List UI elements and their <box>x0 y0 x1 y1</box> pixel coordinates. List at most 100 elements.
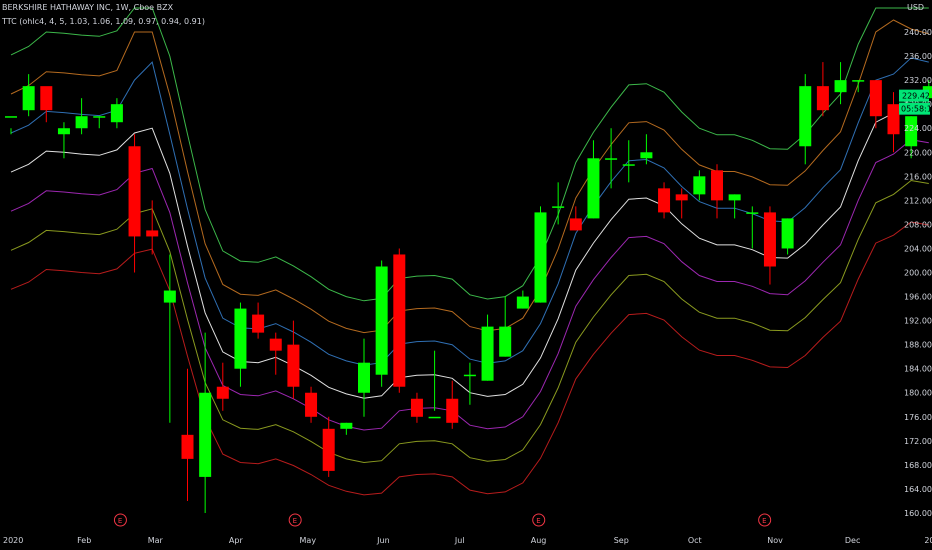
candle-body <box>499 326 512 357</box>
candle-body <box>552 206 565 208</box>
candle-body <box>428 416 441 419</box>
candle-body <box>534 212 547 303</box>
price-tick-label: 188.00 <box>904 341 932 350</box>
earnings-marker-label: E <box>293 517 297 525</box>
candle-body <box>622 164 635 166</box>
candle-body <box>393 254 406 387</box>
price-tick-label: 168.00 <box>904 461 932 470</box>
earnings-marker-icon <box>532 513 546 527</box>
candle-body <box>869 80 882 117</box>
candle-body <box>93 116 106 118</box>
earnings-marker-icon <box>288 513 302 527</box>
price-tick-label: 172.00 <box>904 437 932 446</box>
candle-body <box>569 218 582 231</box>
price-tick-label: 180.00 <box>904 389 932 398</box>
candle-body <box>693 176 706 195</box>
candle-body <box>375 266 388 375</box>
price-tick-label: 200.00 <box>904 269 932 278</box>
band-line-1 <box>10 19 929 334</box>
candle-body <box>340 422 353 429</box>
candle-body <box>252 314 265 333</box>
price-tick-label: 232.00 <box>904 76 932 85</box>
price-tick-label: 192.00 <box>904 317 932 326</box>
time-tick-label: Jun <box>376 536 390 545</box>
candle-body <box>322 428 335 471</box>
candle-body <box>711 170 723 201</box>
price-axis[interactable]: 160.00 164.00 168.00 172.00 176.00 180.00 184.… <box>904 3 932 518</box>
candle-body <box>658 188 671 213</box>
candle-body <box>287 344 300 387</box>
price-tick-label: 224.00 <box>904 124 932 133</box>
candle-body <box>269 338 282 351</box>
candle-body <box>305 392 318 417</box>
price-tick-label: 176.00 <box>904 413 932 422</box>
price-tick-label: 216.00 <box>904 172 932 181</box>
time-axis[interactable]: 2020 Feb Mar Apr May Jun Jul Aug Sep Oct Nov Dec 202… <box>3 536 932 545</box>
candle-body <box>834 80 847 93</box>
currency-label: USD <box>907 3 924 12</box>
price-tick-label: 208.00 <box>904 220 932 229</box>
time-tick-label: Mar <box>148 536 164 545</box>
candle-body <box>640 152 653 159</box>
candle-body <box>887 104 900 135</box>
indicator-title[interactable]: TTC (ohlc4, 4, 5, 1.03, 1.06, 1.09, 0.97… <box>2 17 205 26</box>
price-tick-label: 160.00 <box>904 509 932 518</box>
candle-body <box>163 290 176 303</box>
candle-body <box>181 434 194 459</box>
last-price-label: 229.42 <box>902 92 930 101</box>
time-tick-label: 2021 <box>924 536 932 545</box>
band-line-4 <box>10 139 929 431</box>
candle-body <box>516 296 529 309</box>
candle-body <box>852 80 865 82</box>
earnings-marker-icon <box>113 513 127 527</box>
time-tick-label: Jul <box>454 536 465 545</box>
candle-body <box>5 116 17 118</box>
countdown-label: 05:58:15 <box>901 105 932 114</box>
candle-body <box>905 116 918 147</box>
symbol-title[interactable]: BERKSHIRE HATHAWAY INC, 1W, Cboe BZX <box>2 3 174 12</box>
candle-body <box>728 194 741 201</box>
price-tick-label: 212.00 <box>904 196 932 205</box>
earnings-marker-label: E <box>762 517 766 525</box>
time-tick-label: Nov <box>767 536 783 545</box>
price-tick-label: 164.00 <box>904 485 932 494</box>
band-line-6 <box>10 221 929 496</box>
candle-body <box>216 386 229 399</box>
candle-body <box>605 158 618 160</box>
band-line-5 <box>10 179 929 464</box>
last-price-tag <box>899 89 929 102</box>
price-tick-label: 196.00 <box>904 293 932 302</box>
time-tick-label: Oct <box>688 536 702 545</box>
time-tick-label: 2020 <box>3 536 23 545</box>
price-tick-label: 236.00 <box>904 52 932 61</box>
time-tick-label: Dec <box>845 536 860 545</box>
band-line-2 <box>10 57 929 366</box>
candles <box>5 62 932 513</box>
price-tick-label: 240.00 <box>904 28 932 37</box>
candle-body <box>57 128 70 135</box>
candle-body <box>410 398 423 417</box>
earnings-marker-label: E <box>118 517 122 525</box>
price-tick-label: 184.00 <box>904 365 932 374</box>
candle-body <box>22 86 35 111</box>
candle-body <box>746 212 759 214</box>
time-tick-label: Feb <box>77 536 91 545</box>
time-tick-label: May <box>300 536 317 545</box>
candle-body <box>481 326 494 381</box>
earnings-marker-label: E <box>536 517 540 525</box>
earnings-marker-icon <box>758 513 772 527</box>
candle-body <box>128 146 141 237</box>
candle-body <box>816 86 829 111</box>
candle-body <box>763 212 776 267</box>
candle-body <box>75 116 88 129</box>
candle-body <box>146 230 159 237</box>
candle-body <box>587 158 600 219</box>
price-tags: 229.42 05:58:15 <box>899 89 932 115</box>
time-tick-label: Apr <box>229 536 244 545</box>
time-tick-label: Aug <box>531 536 547 545</box>
candle-body <box>199 392 212 477</box>
candle-body <box>40 86 53 111</box>
candle-body <box>781 218 794 249</box>
